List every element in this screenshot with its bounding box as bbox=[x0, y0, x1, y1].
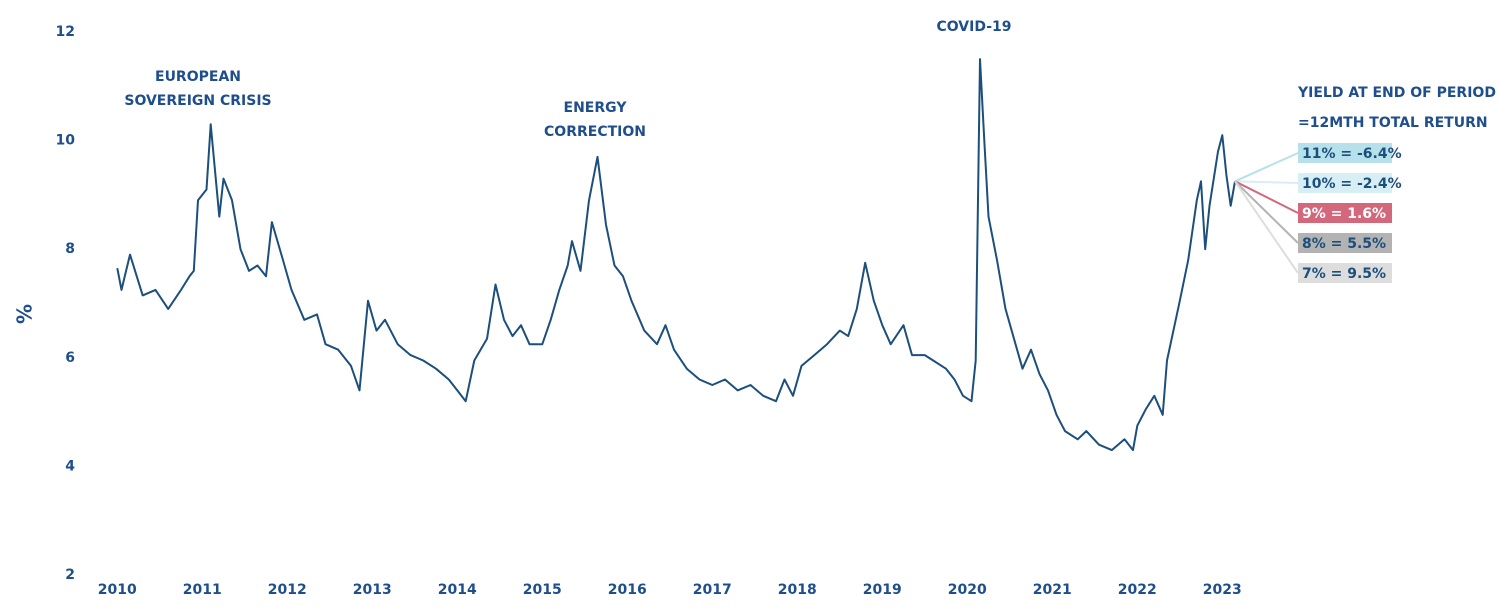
annotation: EUROPEAN bbox=[155, 69, 241, 85]
annotation: COVID-19 bbox=[936, 19, 1011, 35]
y-tick-label: 12 bbox=[56, 24, 75, 40]
x-tick-label: 2010 bbox=[98, 582, 137, 598]
x-tick-label: 2014 bbox=[438, 582, 477, 598]
legend-title: =12MTH TOTAL RETURN bbox=[1298, 115, 1488, 131]
legend-title: YIELD AT END OF PERIOD bbox=[1297, 85, 1496, 101]
annotation: SOVEREIGN CRISIS bbox=[124, 93, 271, 109]
y-axis-label: % bbox=[13, 304, 37, 324]
y-tick-label: 4 bbox=[65, 458, 75, 474]
scenario-box bbox=[1298, 173, 1392, 193]
x-tick-label: 2013 bbox=[353, 582, 392, 598]
annotation: ENERGY bbox=[564, 100, 628, 116]
y-tick-label: 2 bbox=[65, 567, 75, 583]
x-tick-label: 2015 bbox=[523, 582, 562, 598]
scenario-label: 11% = -6.4% bbox=[1302, 146, 1402, 162]
scenario-box bbox=[1298, 233, 1392, 253]
scenario-label: 9% = 1.6% bbox=[1302, 206, 1386, 222]
x-tick-label: 2021 bbox=[1033, 582, 1072, 598]
y-tick-label: 8 bbox=[65, 241, 75, 257]
scenario-box bbox=[1298, 263, 1392, 283]
fan-line bbox=[1234, 180, 1299, 244]
x-tick-label: 2022 bbox=[1118, 582, 1157, 598]
x-tick-label: 2020 bbox=[948, 582, 987, 598]
scenario-box bbox=[1298, 143, 1392, 163]
x-tick-label: 2011 bbox=[183, 582, 222, 598]
scenario-label: 8% = 5.5% bbox=[1302, 236, 1386, 252]
x-tick-label: 2023 bbox=[1203, 582, 1242, 598]
x-tick-label: 2019 bbox=[863, 582, 902, 598]
fan-line bbox=[1234, 152, 1299, 183]
scenario-label: 10% = -2.4% bbox=[1302, 176, 1402, 192]
fan-line bbox=[1234, 180, 1299, 274]
x-tick-label: 2018 bbox=[778, 582, 817, 598]
x-tick-label: 2012 bbox=[268, 582, 307, 598]
x-tick-label: 2017 bbox=[693, 582, 732, 598]
fan-line bbox=[1234, 180, 1299, 214]
fan-line bbox=[1234, 180, 1299, 184]
scenario-label: 7% = 9.5% bbox=[1302, 266, 1386, 282]
y-tick-label: 10 bbox=[56, 133, 76, 149]
line-series bbox=[116, 58, 1236, 452]
y-tick-label: 6 bbox=[65, 350, 75, 366]
scenario-box bbox=[1298, 203, 1392, 223]
x-tick-label: 2016 bbox=[608, 582, 647, 598]
annotation: CORRECTION bbox=[544, 124, 646, 140]
